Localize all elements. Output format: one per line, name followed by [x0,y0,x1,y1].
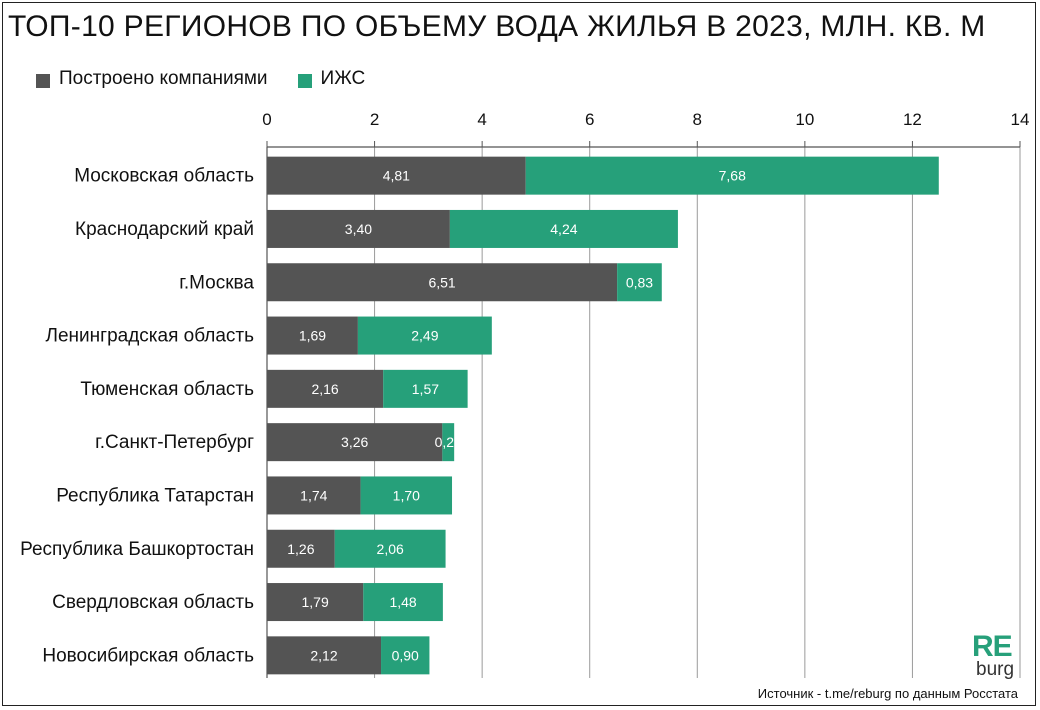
chart-title: ТОП-10 РЕГИОНОВ ПО ОБЪЕМУ ВОДА ЖИЛЬЯ В 2… [8,10,986,43]
legend-label-izhs: ИЖС [320,68,366,89]
bar-izhs [363,583,443,622]
data-label-izhs: 0,22 [435,434,462,450]
data-label-companies: 4,81 [383,168,410,184]
bar-izhs [442,423,455,462]
data-label-companies: 1,26 [287,541,314,557]
category-label: Краснодарский край [75,219,254,240]
data-label-izhs: 1,57 [412,381,439,397]
category-label: Тюменская область [80,379,254,400]
category-label: Свердловская область [52,592,254,613]
x-tick-label: 2 [370,110,379,129]
category-label: г.Санкт-Петербург [95,432,254,453]
logo-re: RE [972,630,1013,663]
data-label-izhs: 2,06 [377,541,404,557]
x-tick-label: 4 [477,110,486,129]
data-label-izhs: 0,83 [626,274,653,290]
bar-izhs [360,476,453,515]
data-label-izhs: 1,48 [389,594,416,610]
data-label-companies: 2,16 [311,381,338,397]
legend-swatch-izhs [297,73,312,88]
bar-izhs [449,209,678,248]
data-label-izhs: 1,70 [393,487,420,503]
bar-izhs [617,263,662,302]
category-label: Новосибирская область [42,645,254,666]
category-label: Республика Башкортостан [20,539,254,560]
data-label-companies: 1,69 [299,328,326,344]
x-tick-label: 12 [903,110,922,129]
data-label-izhs: 0,90 [392,647,419,663]
category-label: Ленинградская область [46,326,255,347]
legend-swatch-companies [36,73,50,88]
source-note: Источник - t.me/reburg по данным Росстат… [757,686,1018,701]
bar-companies [267,369,384,408]
bar-izhs [383,369,468,408]
logo-burg: burg [976,659,1015,680]
data-label-companies: 3,26 [341,434,368,450]
category-label: г.Москва [179,272,254,293]
x-tick-label: 0 [262,110,271,129]
legend-label-companies: Построено компаниями [59,68,268,89]
data-label-izhs: 7,68 [719,168,746,184]
x-tick-label: 10 [795,110,814,129]
bar-companies [267,636,382,675]
data-label-companies: 1,79 [302,594,329,610]
data-label-companies: 3,40 [345,221,372,237]
reburg-logo: RE burg [972,630,1015,680]
data-label-companies: 2,12 [310,647,337,663]
bar-companies [267,316,358,355]
x-tick-label: 8 [693,110,702,129]
bar-companies [267,423,443,462]
bar-companies [267,476,361,515]
bar-companies [267,583,364,622]
bar-companies [267,263,618,302]
bar-izhs [357,316,492,355]
data-label-izhs: 4,24 [550,221,577,237]
x-tick-label: 14 [1011,110,1030,129]
bar-izhs [525,156,939,195]
legend-item-companies: Построено компаниями [36,68,268,90]
bar-companies [267,529,335,568]
bar-izhs [334,529,446,568]
bar-companies [267,209,450,248]
chart-legend: Построено компаниями ИЖС [36,68,395,90]
category-label: Московская область [74,166,254,187]
bar-izhs [381,636,430,675]
legend-item-izhs: ИЖС [297,68,366,90]
category-label: Республика Татарстан [56,485,254,506]
data-label-companies: 6,51 [428,274,455,290]
data-label-companies: 1,74 [300,487,327,503]
data-label-izhs: 2,49 [411,328,438,344]
x-tick-label: 6 [585,110,594,129]
bar-companies [267,156,526,195]
